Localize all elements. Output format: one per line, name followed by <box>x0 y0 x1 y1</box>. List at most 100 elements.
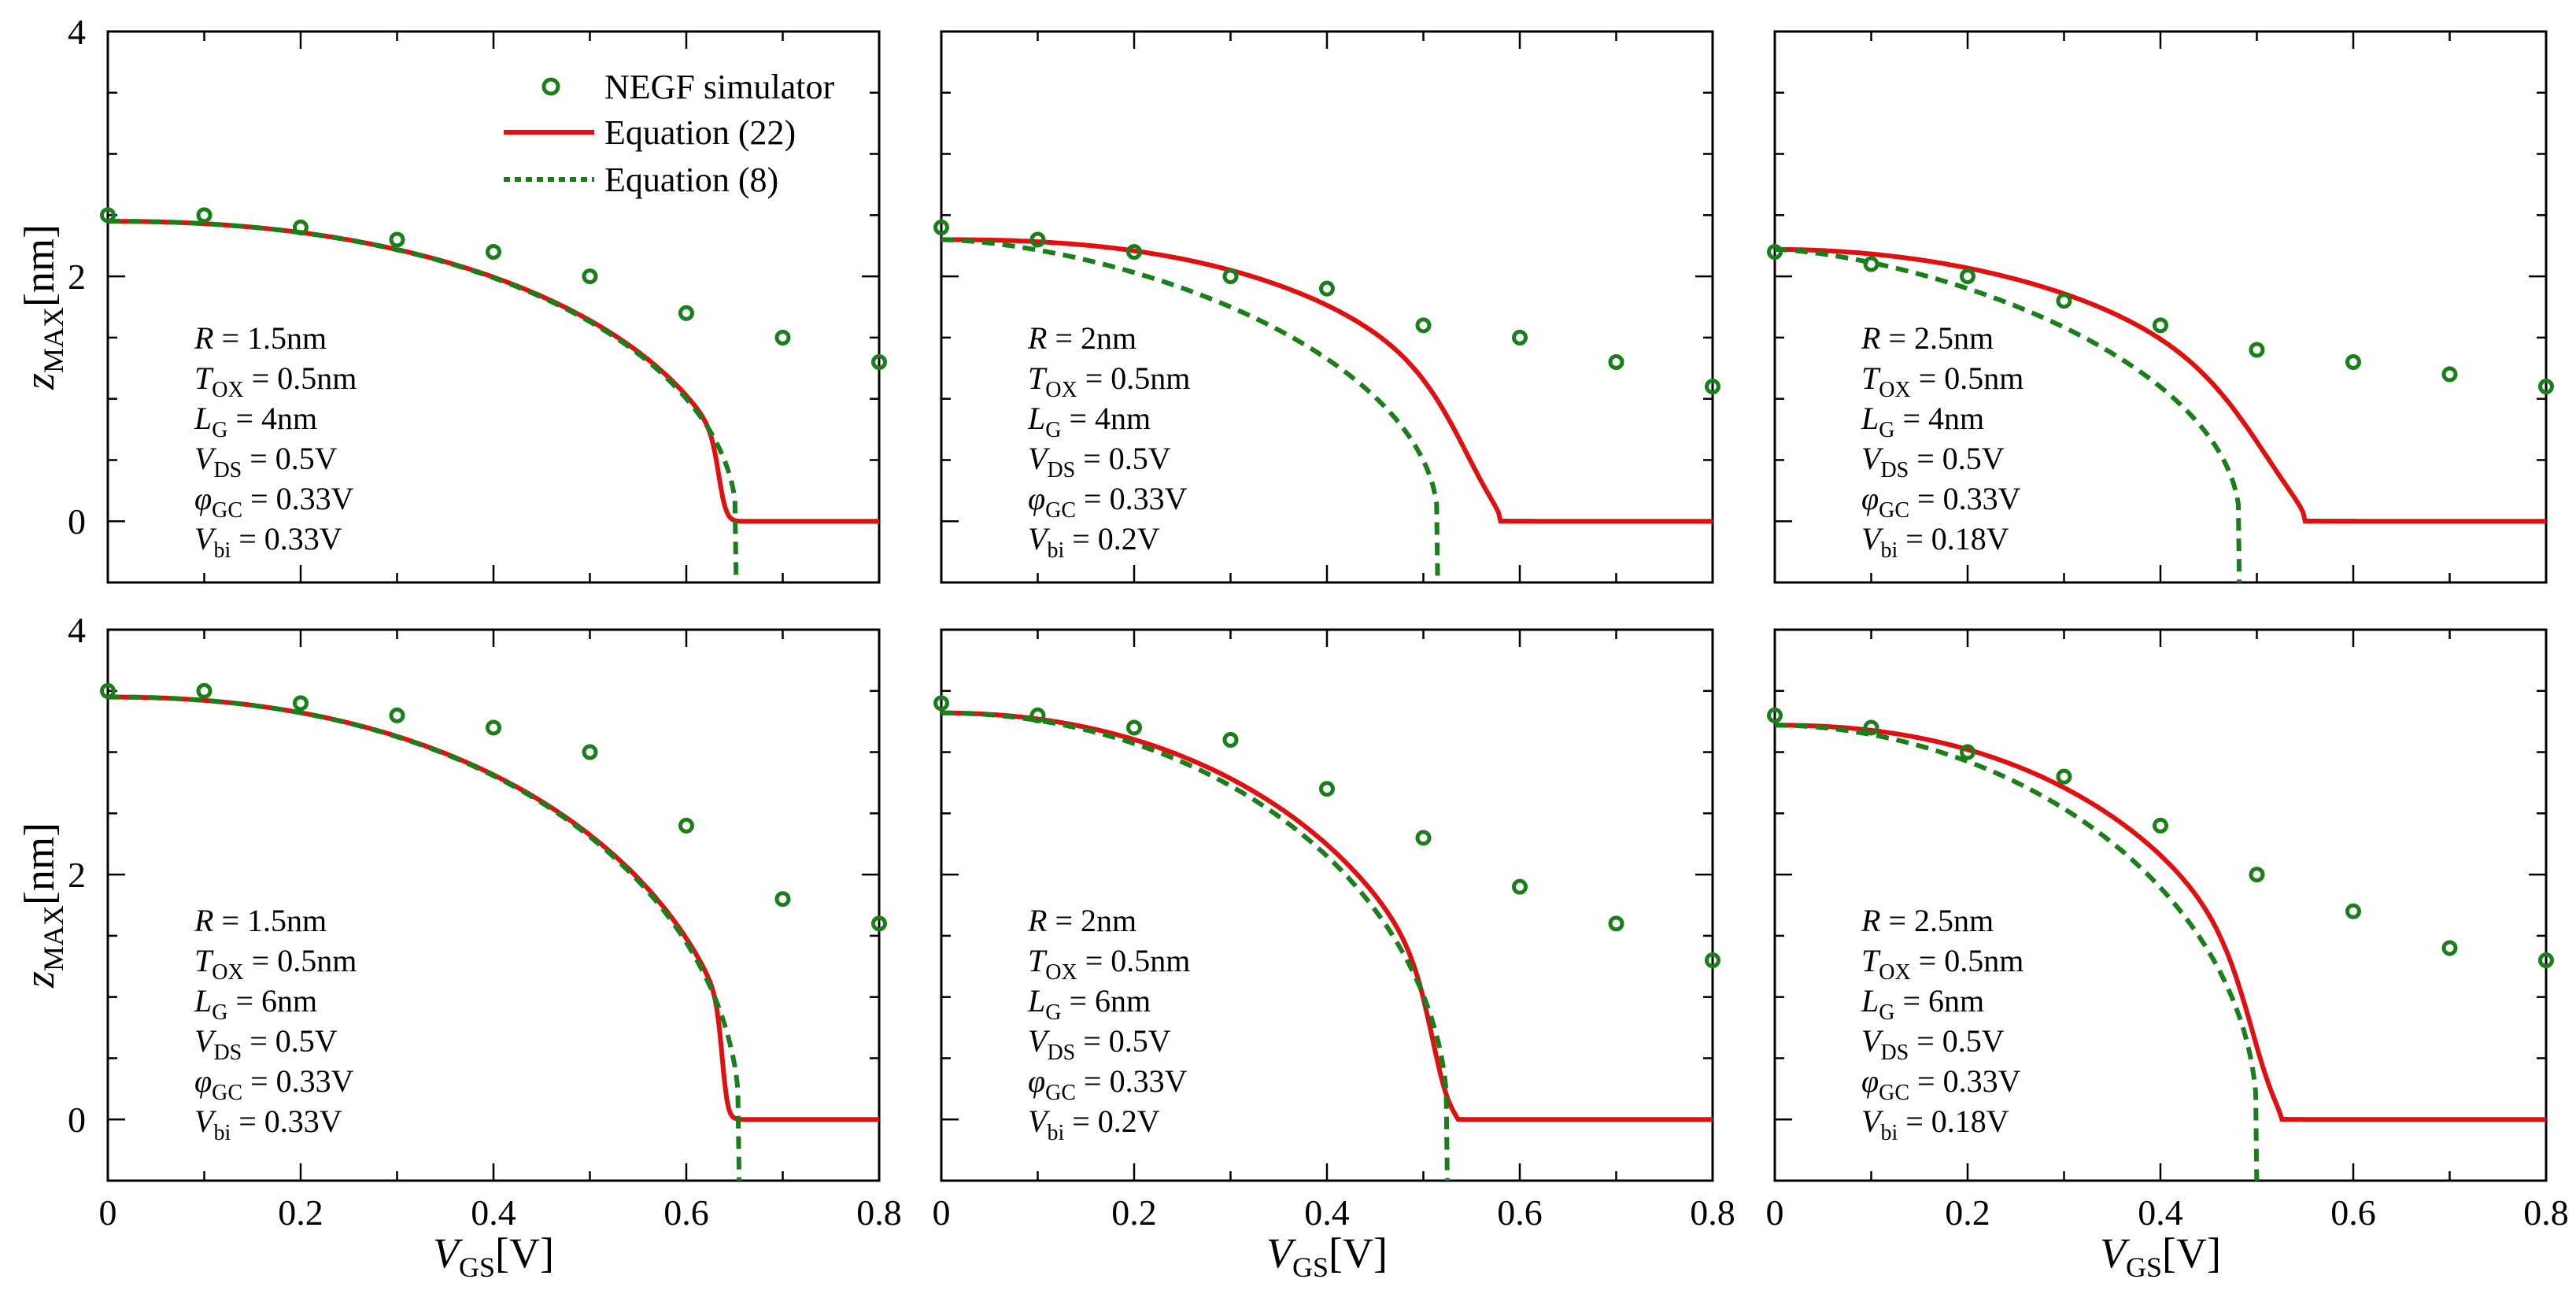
negf-point <box>2249 867 2265 883</box>
negf-point <box>1415 830 1432 846</box>
x-tick-label: 0 <box>99 1192 117 1233</box>
series-equation-8 <box>941 710 1450 1181</box>
x-tick-label: 0.4 <box>1304 1192 1350 1233</box>
series-equation-8 <box>108 219 739 582</box>
negf-point <box>1608 915 1624 932</box>
param-r: R = 2nm <box>1027 903 1136 938</box>
negf-point <box>2249 342 2265 358</box>
negf-point <box>2538 952 2554 968</box>
negf-point <box>1767 707 1783 723</box>
series-equation-8 <box>941 237 1440 582</box>
negf-point <box>1863 719 1879 736</box>
negf-point <box>1705 952 1720 968</box>
negf-point <box>100 207 116 224</box>
negf-point <box>1319 280 1335 297</box>
x-tick-label: 0.4 <box>2138 1192 2183 1233</box>
param-phi: φGC = 0.33V <box>194 1063 354 1105</box>
negf-point <box>486 244 501 260</box>
negf-point <box>1512 329 1528 346</box>
param-tox: TOX = 0.5nm <box>1028 943 1190 985</box>
param-vbi: Vbi = 0.33V <box>194 521 342 563</box>
negf-point <box>1705 379 1720 395</box>
negf-point <box>1126 719 1142 736</box>
negf-point <box>2441 366 2458 383</box>
param-r: R = 2nm <box>1027 320 1136 356</box>
param-lg: LG = 6nm <box>1861 983 1984 1025</box>
x-axis-title: VGS[V] <box>433 1229 554 1283</box>
y-axis-title: zMAX[nm] <box>16 224 69 390</box>
negf-point <box>196 682 213 699</box>
x-tick-label: 0.2 <box>1945 1192 1990 1233</box>
series-equation-22 <box>1775 723 2546 1122</box>
legend: NEGF simulator Equation (22) Equation (8) <box>504 68 834 199</box>
negf-point <box>933 695 949 712</box>
x-tick-label: 0.6 <box>1497 1192 1543 1233</box>
param-lg: LG = 6nm <box>194 983 317 1025</box>
param-vbi: Vbi = 0.2V <box>1028 521 1160 563</box>
negf-point <box>486 719 501 736</box>
y-tick-label: 2 <box>68 257 86 297</box>
y-tick-label: 4 <box>68 610 86 650</box>
param-tox: TOX = 0.5nm <box>1861 360 2023 402</box>
param-phi: φGC = 0.33V <box>1028 481 1188 523</box>
negf-point <box>774 891 791 908</box>
param-vds: VDS = 0.5V <box>1028 441 1171 482</box>
param-tox: TOX = 0.5nm <box>194 360 357 402</box>
negf-point <box>2441 940 2458 956</box>
negf-point <box>1767 244 1783 260</box>
x-tick-label: 0 <box>1766 1192 1784 1233</box>
series-equation-8 <box>1775 723 2260 1181</box>
x-tick-label: 0.6 <box>2330 1192 2376 1233</box>
param-r: R = 2.5nm <box>1861 320 1994 356</box>
param-vbi: Vbi = 0.2V <box>1028 1104 1160 1145</box>
negf-point <box>678 817 694 834</box>
series-equation-22 <box>1775 246 2546 524</box>
negf-point <box>1126 244 1142 260</box>
negf-point <box>1863 256 1879 272</box>
negf-point <box>293 219 309 235</box>
negf-point <box>1319 781 1335 797</box>
param-r: R = 1.5nm <box>194 903 327 938</box>
negf-point <box>2345 354 2361 370</box>
negf-point <box>1029 231 1046 248</box>
param-phi: φGC = 0.33V <box>1861 481 2021 523</box>
negf-point <box>196 207 213 224</box>
param-lg: LG = 4nm <box>1861 401 1984 442</box>
param-lg: LG = 4nm <box>194 401 317 442</box>
x-tick-label: 0.8 <box>2523 1192 2569 1233</box>
negf-point <box>582 268 598 285</box>
negf-point <box>389 707 405 723</box>
x-tick-label: 0 <box>933 1192 951 1233</box>
y-tick-label: 2 <box>68 855 86 895</box>
param-vds: VDS = 0.5V <box>1028 1023 1171 1065</box>
y-tick-label: 4 <box>68 12 86 52</box>
x-tick-label: 0.6 <box>663 1192 709 1233</box>
param-r: R = 2.5nm <box>1861 903 1994 938</box>
param-tox: TOX = 0.5nm <box>1861 943 2023 985</box>
param-vds: VDS = 0.5V <box>1861 441 2005 482</box>
negf-point <box>1608 354 1624 370</box>
series-equation-8 <box>1775 246 2242 582</box>
param-r: R = 1.5nm <box>194 320 327 356</box>
param-phi: φGC = 0.33V <box>1028 1063 1188 1105</box>
x-axis-title: VGS[V] <box>1266 1229 1388 1283</box>
y-tick-label: 0 <box>68 501 86 542</box>
param-vbi: Vbi = 0.18V <box>1861 521 2009 563</box>
negf-point <box>933 219 949 235</box>
x-tick-label: 0.8 <box>856 1192 902 1233</box>
param-phi: φGC = 0.33V <box>194 481 354 523</box>
x-tick-label: 0.8 <box>1690 1192 1735 1233</box>
negf-point <box>871 354 887 370</box>
negf-point <box>2056 768 2072 785</box>
legend-negf-marker <box>541 77 560 96</box>
series-equation-22 <box>941 237 1713 524</box>
negf-point <box>1415 317 1432 334</box>
legend-negf-label: NEGF simulator <box>604 68 834 106</box>
param-tox: TOX = 0.5nm <box>1028 360 1190 402</box>
param-vds: VDS = 0.5V <box>1861 1023 2005 1065</box>
param-tox: TOX = 0.5nm <box>194 943 357 985</box>
